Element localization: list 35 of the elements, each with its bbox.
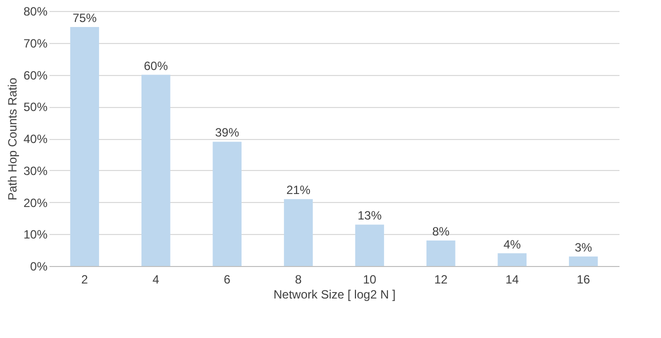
y-tick-label: 30% xyxy=(23,164,48,178)
x-tick-label: 2 xyxy=(81,272,88,286)
x-tick-label: 16 xyxy=(576,272,590,286)
data-label: 8% xyxy=(432,224,450,238)
y-tick-label: 10% xyxy=(23,228,48,242)
y-tick-label: 70% xyxy=(23,36,48,50)
data-label: 3% xyxy=(574,240,592,254)
bar xyxy=(284,199,313,266)
x-tick-label: 4 xyxy=(152,272,160,286)
x-tick-label: 14 xyxy=(505,272,520,286)
y-tick-label: 0% xyxy=(30,260,48,274)
data-label: 39% xyxy=(215,126,240,140)
y-axis-title: Path Hop Counts Ratio xyxy=(5,77,20,200)
y-tick-label: 60% xyxy=(23,68,48,82)
x-tick-label: 10 xyxy=(362,272,377,286)
x-tick-label: 6 xyxy=(224,272,231,286)
x-tick-label: 8 xyxy=(295,272,302,286)
data-label: 60% xyxy=(144,58,168,73)
bar xyxy=(426,240,456,266)
bar xyxy=(498,253,527,266)
bar xyxy=(355,224,384,266)
bar xyxy=(212,142,242,266)
data-label: 75% xyxy=(72,10,97,25)
bar xyxy=(568,256,598,266)
data-label: 4% xyxy=(503,237,522,252)
bar xyxy=(141,74,170,266)
data-label: 21% xyxy=(286,183,311,198)
y-tick-label: 20% xyxy=(23,196,48,210)
y-tick-label: 40% xyxy=(23,132,48,146)
data-label: 13% xyxy=(358,208,382,223)
bar xyxy=(70,26,100,266)
y-tick-label: 80% xyxy=(23,4,48,18)
y-tick-label: 50% xyxy=(23,100,48,114)
x-axis-title: Network Size [ log2 N ] xyxy=(273,288,396,302)
x-tick-label: 12 xyxy=(434,272,448,286)
